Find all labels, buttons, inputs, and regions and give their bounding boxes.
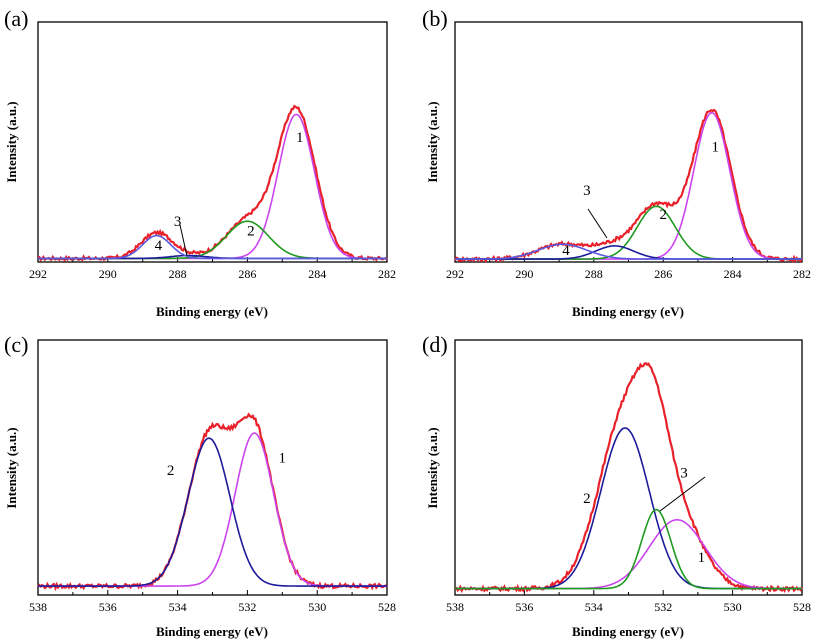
peak-label-1: 1 [698,550,706,566]
panel-letter: (b) [422,6,448,31]
y-axis-label: Intensity (a.u.) [425,101,440,182]
series-2-line [455,427,802,590]
x-tick-label: 534 [585,600,603,614]
series-envelope-line [454,362,804,594]
x-tick-label: 532 [238,600,256,614]
chart-panel-1: 292 290 288 286 284 282 1 2 34 (a) Binding energy … [4,6,396,319]
plot-frame [37,339,388,596]
x-tick-label: 288 [169,267,187,281]
x-tick-label: 528 [793,600,811,614]
x-axis-label: Binding energy (eV) [572,304,684,319]
x-tick-label: 536 [99,600,117,614]
series-4-line [455,243,802,260]
x-tick-label: 290 [99,267,117,281]
chart-panel-2: 292 290 288 286 284 282 1 2 3 4 (b) Binding energy … [422,6,811,319]
x-tick-label: 288 [585,267,603,281]
peak-label-2: 2 [247,224,255,240]
x-tick-label: 282 [793,267,811,281]
x-tick-label: 534 [169,600,187,614]
x-axis-label: Binding energy (eV) [572,624,684,639]
peak-label-1: 1 [712,140,720,156]
y-axis-label: Intensity (a.u.) [4,427,19,508]
y-axis-label: Intensity (a.u.) [4,101,19,182]
series-envelope-line [37,104,388,262]
x-tick-label: 286 [654,267,672,281]
peak-label-3: 3 [583,183,591,199]
x-tick-label: 290 [515,267,533,281]
peak-label-4: 4 [562,243,570,259]
plot-frame [454,21,803,263]
x-tick-label: 530 [724,600,742,614]
chart-panel-4: 538 536 534 532 530 528 1 2 3 (d) Binding energy (… [422,332,811,639]
panel-letter: (c) [4,332,28,357]
peak-label-4: 4 [155,238,163,254]
x-tick-label: 538 [29,600,47,614]
x-tick-label: 530 [308,600,326,614]
series-1-line [455,519,802,590]
series-2-line [38,437,387,587]
series-4-line [38,234,387,260]
x-tick-label: 538 [446,600,464,614]
peak-label-1: 1 [296,130,304,146]
peak-label-2: 2 [167,463,175,479]
plot-frame [37,21,388,263]
chart-panel-3: 538 536 534 532 530 528 1 2 (c) Binding energy (e… [4,332,396,639]
peak-label-3: 3 [680,466,688,482]
x-tick-label: 292 [29,267,47,281]
x-axis-label: Binding energy (eV) [156,624,268,639]
peak-label-3: 3 [174,214,182,230]
peak-3-leader [659,476,706,512]
series-3-line [455,508,802,590]
peak-label-2: 2 [583,491,591,507]
peak-3-leader [587,208,608,239]
peak-label-1: 1 [279,450,287,466]
x-tick-label: 282 [378,267,396,281]
x-tick-label: 284 [308,267,326,281]
x-tick-label: 286 [238,267,256,281]
x-tick-label: 536 [515,600,533,614]
series-envelope-line [454,108,803,264]
x-tick-label: 292 [446,267,464,281]
series-1-line [38,432,387,587]
panel-letter: (a) [4,6,28,31]
peak-label-2: 2 [659,207,667,223]
x-axis-label: Binding energy (eV) [156,304,268,319]
peak-3-leader [179,224,188,257]
plot-frame [454,339,803,596]
x-tick-label: 532 [654,600,672,614]
x-tick-label: 284 [724,267,742,281]
x-tick-label: 528 [378,600,396,614]
y-axis-label: Intensity (a.u.) [425,427,440,508]
panel-letter: (d) [422,332,448,357]
